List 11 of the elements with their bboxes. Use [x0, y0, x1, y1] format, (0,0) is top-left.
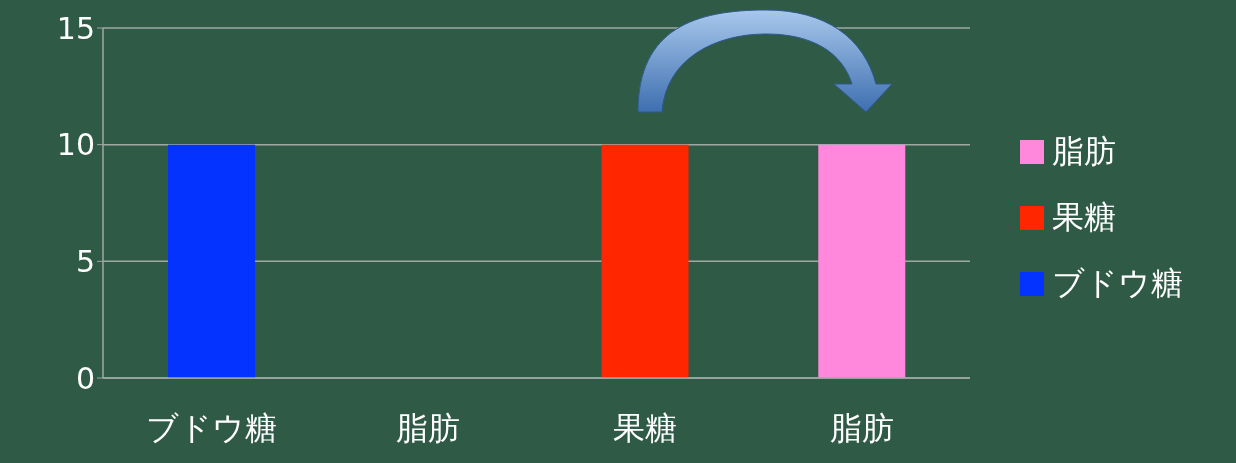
y-tick-label: 10: [56, 127, 95, 163]
y-tick-label: 15: [56, 10, 95, 46]
legend-label: 脂肪: [1052, 131, 1116, 172]
x-tick-label: ブドウ糖: [145, 408, 277, 447]
legend-label: ブドウ糖: [1052, 263, 1183, 304]
x-tick-label: 脂肪: [829, 408, 894, 447]
x-tick-label: 果糖: [612, 408, 677, 447]
y-tick-label: 5: [75, 243, 95, 279]
x-tick-label: 脂肪: [396, 408, 461, 447]
legend-label: 果糖: [1052, 197, 1116, 238]
y-tick-label: 0: [75, 360, 95, 396]
